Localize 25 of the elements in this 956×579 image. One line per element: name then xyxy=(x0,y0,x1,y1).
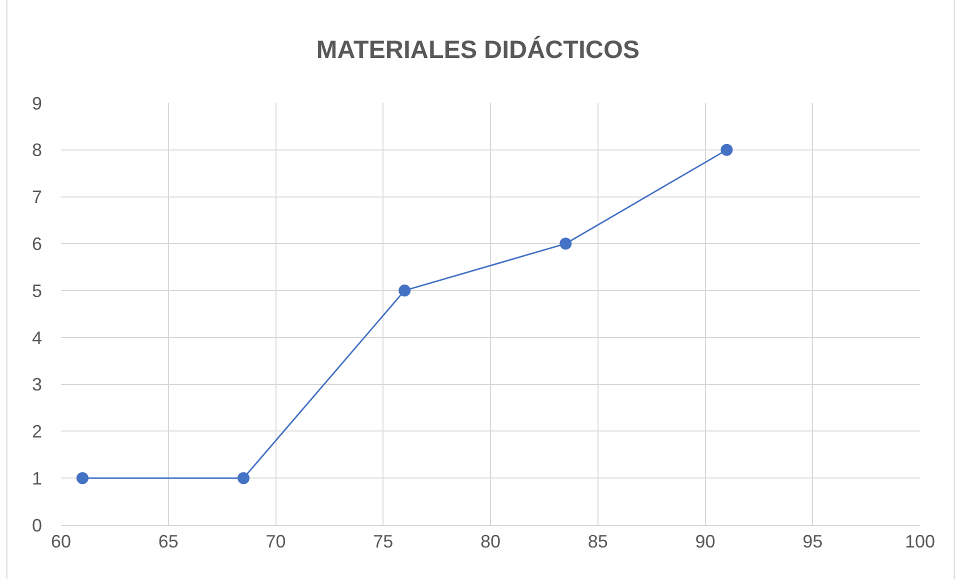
y-tick-label: 6 xyxy=(32,234,42,254)
y-tick-label: 0 xyxy=(32,515,42,536)
x-tick-label: 60 xyxy=(50,532,72,552)
y-tick-label: 7 xyxy=(32,187,42,208)
point xyxy=(720,144,733,156)
point xyxy=(238,472,250,484)
y-tick-label: 2 xyxy=(32,422,42,442)
chart-title: MATERIALES DIDÁCTICOS xyxy=(316,35,640,64)
y-tick-label: 1 xyxy=(32,468,42,488)
x-tick-label: 65 xyxy=(158,532,178,552)
x-tick-label: 95 xyxy=(802,532,823,552)
x-tick-label: 70 xyxy=(266,532,286,552)
x-tick-label: 80 xyxy=(480,532,501,552)
y-tick-label: 8 xyxy=(32,140,42,160)
point xyxy=(76,472,88,484)
y-tick-label: 3 xyxy=(32,374,42,395)
y-tick-label: 9 xyxy=(32,93,42,114)
x-tick-label: 100 xyxy=(904,532,936,552)
y-tick-label: 4 xyxy=(32,328,42,348)
x-tick-label: 90 xyxy=(695,532,716,552)
y-tick-label: 5 xyxy=(32,280,42,301)
point xyxy=(398,284,411,297)
x-tick-label: 85 xyxy=(588,532,608,552)
point xyxy=(560,238,572,250)
x-tick-label: 75 xyxy=(373,532,394,552)
